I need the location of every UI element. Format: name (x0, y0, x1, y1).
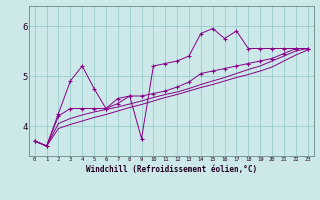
X-axis label: Windchill (Refroidissement éolien,°C): Windchill (Refroidissement éolien,°C) (86, 165, 257, 174)
